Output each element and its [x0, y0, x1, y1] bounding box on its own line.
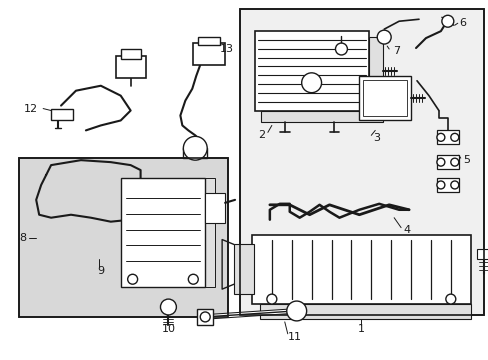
Bar [198, 37, 220, 45]
Bar [193, 43, 224, 65]
Bar [116, 56, 145, 78]
Circle shape [376, 30, 390, 44]
Bar [205, 178, 215, 287]
Bar [254, 31, 368, 111]
Text: 9: 9 [97, 266, 104, 276]
Circle shape [286, 301, 306, 321]
Bar [240, 9, 483, 315]
Text: 10: 10 [161, 324, 175, 334]
Bar [197, 309, 213, 325]
Text: 5: 5 [462, 155, 469, 165]
Bar [121, 49, 141, 59]
Circle shape [160, 299, 176, 315]
Bar [260, 304, 470, 319]
Bar [240, 9, 483, 315]
Circle shape [188, 274, 198, 284]
Text: 4: 4 [403, 225, 410, 235]
Circle shape [450, 181, 458, 189]
Bar [476, 249, 488, 260]
Bar [363, 80, 406, 117]
Bar [51, 109, 73, 121]
Text: 3: 3 [372, 133, 379, 143]
Circle shape [436, 158, 444, 166]
Text: 13: 13 [220, 44, 234, 54]
Circle shape [450, 133, 458, 141]
Circle shape [436, 133, 444, 141]
Circle shape [445, 294, 455, 304]
Circle shape [335, 43, 346, 55]
Bar [436, 130, 458, 144]
Circle shape [200, 312, 210, 322]
Bar [261, 111, 383, 122]
Bar [205, 193, 224, 223]
Text: 11: 11 [287, 332, 301, 342]
Bar [251, 235, 470, 304]
Bar [436, 155, 458, 169]
Text: 8: 8 [20, 233, 27, 243]
Bar [436, 178, 458, 192]
Bar [19, 158, 227, 317]
Circle shape [441, 15, 453, 27]
Circle shape [266, 294, 276, 304]
Bar [359, 76, 410, 121]
Circle shape [127, 274, 137, 284]
Text: 6: 6 [458, 18, 465, 28]
Text: 1: 1 [357, 324, 364, 334]
Text: 7: 7 [393, 46, 400, 56]
Bar [121, 178, 205, 287]
Text: 12: 12 [24, 104, 38, 113]
Text: 2: 2 [258, 130, 265, 140]
Circle shape [436, 181, 444, 189]
Circle shape [183, 136, 207, 160]
Circle shape [301, 73, 321, 93]
Bar [234, 244, 253, 294]
Bar [368, 37, 383, 111]
Bar [19, 158, 227, 317]
Circle shape [450, 158, 458, 166]
